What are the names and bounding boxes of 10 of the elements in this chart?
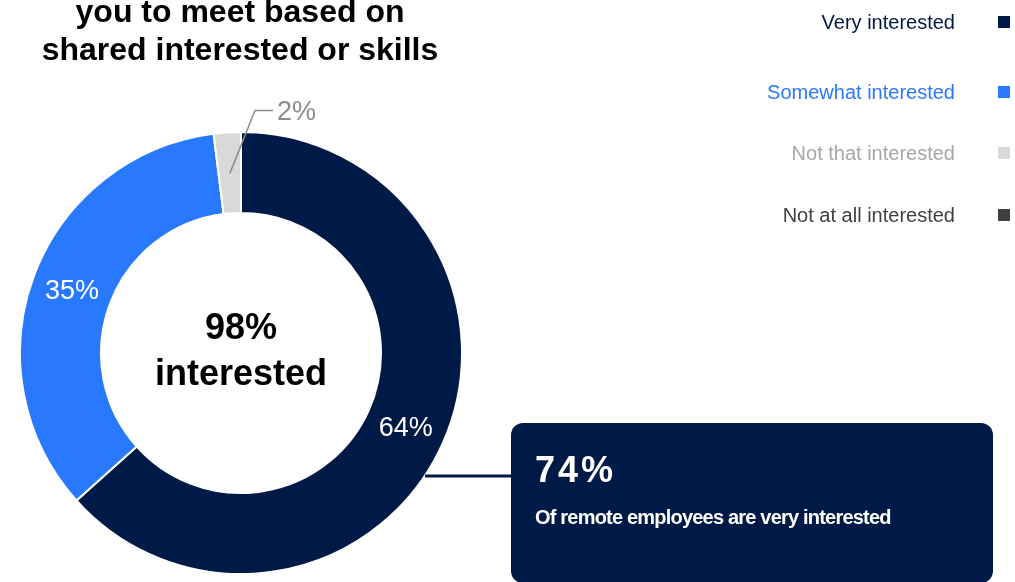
legend-label: Very interested — [821, 11, 955, 33]
legend-label: Not at all interested — [782, 204, 955, 226]
text: 74% — [535, 449, 617, 490]
data-label: 64% — [378, 412, 433, 443]
text: Of remote employees are very interested — [535, 506, 891, 528]
data-label: 35% — [44, 275, 99, 306]
text: 98% interested — [154, 306, 328, 393]
legend-label: Not that interested — [791, 142, 955, 164]
data-label: 2% — [277, 95, 317, 126]
legend-label: Somewhat interested — [767, 81, 955, 103]
